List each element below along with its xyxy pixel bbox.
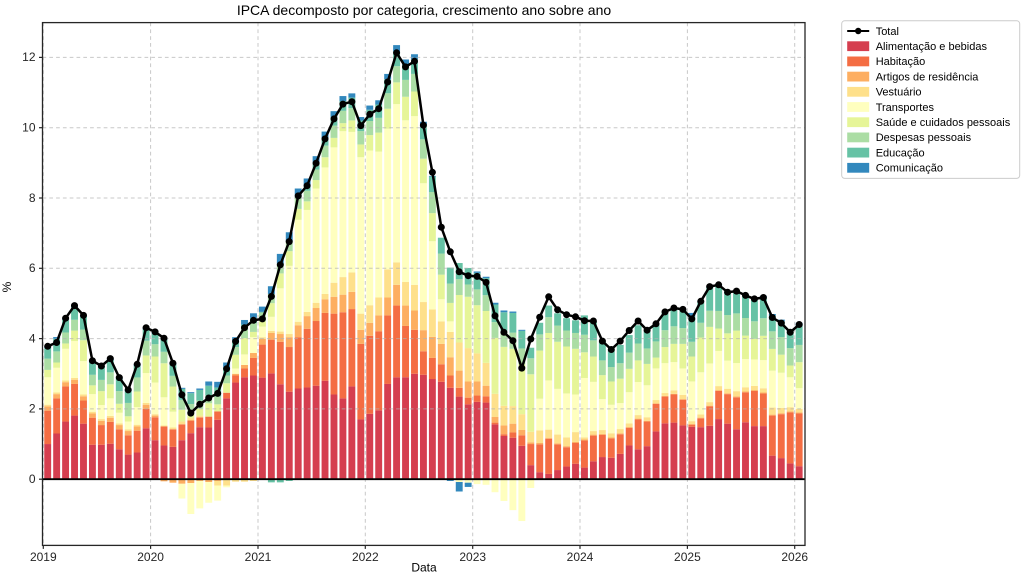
svg-text:2019: 2019: [30, 550, 57, 564]
svg-text:Transportes: Transportes: [876, 102, 935, 114]
svg-text:Despesas pessoais: Despesas pessoais: [876, 132, 972, 144]
svg-text:0: 0: [29, 472, 36, 486]
svg-text:8: 8: [29, 191, 36, 205]
svg-text:2026: 2026: [781, 550, 808, 564]
svg-text:Saúde e cuidados pessoais: Saúde e cuidados pessoais: [876, 117, 1011, 129]
svg-text:10: 10: [22, 121, 36, 135]
svg-text:IPCA decomposto por categoria,: IPCA decomposto por categoria, crescimen…: [237, 2, 612, 18]
svg-text:Educação: Educação: [876, 147, 925, 159]
svg-text:6: 6: [29, 261, 36, 275]
svg-text:Data: Data: [411, 561, 437, 575]
svg-text:2020: 2020: [137, 550, 164, 564]
svg-text:2023: 2023: [459, 550, 486, 564]
svg-text:Total: Total: [876, 26, 899, 38]
svg-text:2022: 2022: [352, 550, 379, 564]
svg-text:2025: 2025: [674, 550, 701, 564]
svg-text:12: 12: [22, 50, 36, 64]
svg-text:4: 4: [29, 331, 36, 345]
svg-text:%: %: [0, 281, 14, 292]
svg-text:2024: 2024: [567, 550, 594, 564]
svg-text:Vestuário: Vestuário: [876, 87, 922, 99]
svg-text:2021: 2021: [245, 550, 272, 564]
svg-text:Artigos de residência: Artigos de residência: [876, 71, 980, 83]
svg-text:Alimentação e bebidas: Alimentação e bebidas: [876, 41, 988, 53]
svg-text:Comunicação: Comunicação: [876, 163, 943, 175]
svg-text:2: 2: [29, 402, 36, 416]
svg-text:Habitação: Habitação: [876, 56, 926, 68]
